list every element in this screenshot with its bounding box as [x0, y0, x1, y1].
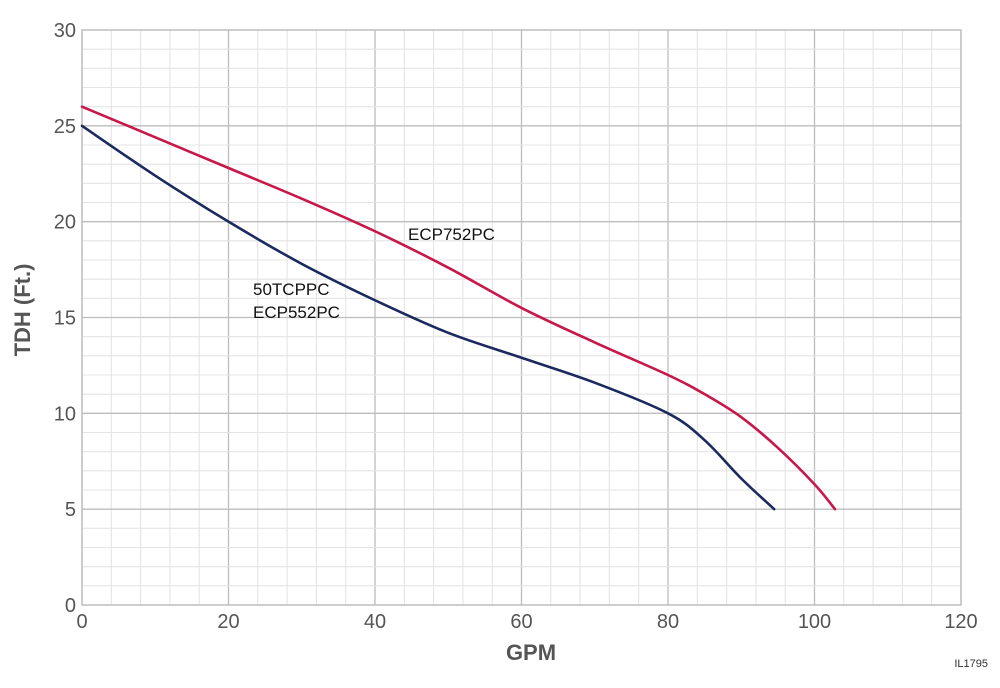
y-tick-label: 25	[54, 116, 76, 138]
x-tick-label: 0	[76, 611, 87, 633]
curves	[80, 105, 837, 511]
x-tick-label: 80	[657, 611, 679, 633]
x-tick-label: 20	[217, 611, 239, 633]
x-tick-label: 120	[944, 611, 977, 633]
y-axis-label: TDH (Ft.)	[10, 264, 35, 357]
x-tick-label: 40	[364, 611, 386, 633]
y-tick-label: 0	[65, 595, 76, 617]
y-tick-label: 30	[54, 20, 76, 42]
series-label-ecp552pc: ECP552PC	[253, 303, 340, 322]
series-line-0	[80, 105, 837, 511]
y-tick-label: 15	[54, 308, 76, 330]
series-label-ecp752pc: ECP752PC	[408, 225, 495, 244]
grid	[81, 29, 962, 606]
x-tick-label: 60	[510, 611, 532, 633]
figure-id: IL1795	[954, 658, 988, 670]
plot-frame	[81, 29, 962, 606]
y-tick-label: 5	[65, 499, 76, 521]
tick-labels: 0 20 40 60 80 100 120 0 5 10 15 20 25 30	[54, 20, 978, 633]
y-tick-label: 10	[54, 403, 76, 425]
x-tick-label: 100	[798, 611, 831, 633]
y-tick-label: 20	[54, 212, 76, 234]
x-axis-label: GPM	[506, 640, 556, 665]
series-label-50tcppc: 50TCPPC	[253, 280, 330, 299]
series-line-1	[80, 124, 776, 511]
